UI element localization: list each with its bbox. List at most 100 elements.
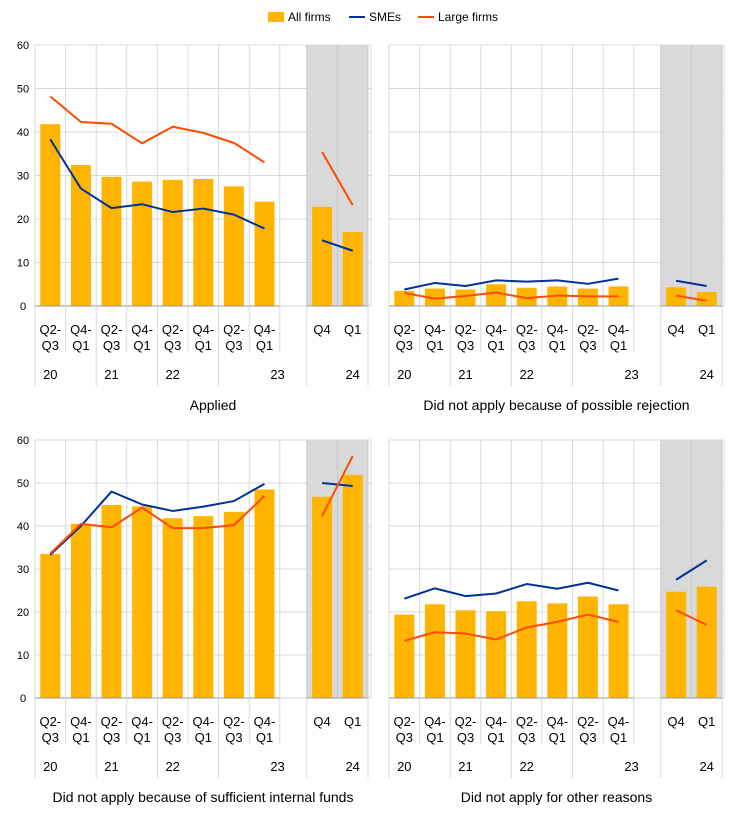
x-tick-label: Q3 — [103, 338, 120, 353]
x-year-label: 23 — [270, 759, 284, 774]
chart-panels: 0102030405060Q2-Q3Q4-Q1Q2-Q3Q4-Q1Q2-Q3Q4… — [17, 40, 725, 805]
x-tick-label: Q1 — [549, 730, 566, 745]
line-smes — [403, 581, 619, 600]
legend-label-0: All firms — [288, 10, 331, 24]
bar-all-firms — [223, 511, 244, 698]
x-tick-label: Q1 — [549, 338, 566, 353]
panel-title: Did not apply because of possible reject… — [423, 397, 689, 413]
y-tick-label: 40 — [17, 521, 29, 533]
x-tick-label: Q3 — [164, 338, 181, 353]
panel-4: Q2-Q3Q4-Q1Q2-Q3Q4-Q1Q2-Q3Q4-Q1Q2-Q3Q4-Q1… — [388, 439, 725, 805]
legend-label-1: SMEs — [369, 10, 401, 24]
bar-all-firms — [132, 506, 153, 698]
x-tick-label: Q4- — [485, 714, 507, 729]
x-tick-label: Q2- — [577, 322, 599, 337]
bar-all-firms-recent — [666, 591, 687, 698]
x-tick-label-recent: Q4 — [313, 714, 330, 729]
line-smes — [49, 138, 265, 230]
x-tick-label-recent: Q1 — [698, 714, 715, 729]
x-year-label: 23 — [270, 367, 284, 382]
x-tick-label: Q2- — [162, 322, 184, 337]
x-year-label: 22 — [519, 367, 533, 382]
x-tick-label: Q2- — [223, 714, 245, 729]
x-tick-label: Q3 — [457, 730, 474, 745]
x-year-label-recent: 24 — [345, 367, 359, 382]
x-tick-label: Q2- — [393, 714, 415, 729]
panel-title: Did not apply because of sufficient inte… — [53, 789, 354, 805]
x-tick-label: Q1 — [487, 338, 504, 353]
y-tick-label: 40 — [17, 127, 29, 139]
x-year-label: 21 — [104, 759, 118, 774]
y-tick-label: 0 — [20, 693, 26, 705]
x-tick-label: Q2- — [39, 322, 61, 337]
x-tick-label: Q4- — [608, 714, 630, 729]
bar-all-firms — [70, 165, 91, 306]
x-tick-label: Q4- — [254, 322, 276, 337]
x-tick-label: Q3 — [579, 730, 596, 745]
bar-all-firms — [424, 604, 445, 698]
x-tick-label: Q3 — [225, 338, 242, 353]
x-year-label: 21 — [458, 367, 472, 382]
bar-all-firms-recent — [312, 206, 333, 306]
line-smes-recent — [321, 239, 354, 252]
bar-all-firms — [516, 601, 537, 698]
x-tick-label: Q3 — [396, 730, 413, 745]
x-tick-label: Q4- — [608, 322, 630, 337]
legend: All firms SMEs Large firms — [268, 10, 498, 24]
x-tick-label: Q2- — [393, 322, 415, 337]
line-large-firms-recent — [675, 294, 707, 302]
x-tick-label: Q3 — [103, 730, 120, 745]
x-tick-label: Q2- — [101, 322, 123, 337]
x-tick-label: Q2- — [455, 714, 477, 729]
y-tick-label: 10 — [17, 650, 29, 662]
x-year-label: 21 — [458, 759, 472, 774]
bar-all-firms — [101, 176, 122, 306]
x-tick-label: Q2- — [516, 322, 538, 337]
x-year-label: 22 — [165, 367, 179, 382]
bar-all-firms — [254, 489, 275, 698]
x-tick-label: Q2- — [162, 714, 184, 729]
x-tick-label: Q2- — [516, 714, 538, 729]
y-tick-label: 10 — [17, 258, 29, 270]
x-tick-label: Q1 — [72, 730, 89, 745]
x-tick-label: Q2- — [455, 322, 477, 337]
bar-all-firms — [455, 289, 476, 306]
bar-all-firms-recent — [342, 232, 363, 306]
bar-all-firms — [486, 611, 507, 698]
y-tick-label: 50 — [17, 478, 29, 490]
x-tick-label: Q1 — [256, 338, 273, 353]
x-tick-label: Q1 — [195, 730, 212, 745]
x-tick-label: Q1 — [72, 338, 89, 353]
legend-label-2: Large firms — [438, 10, 498, 24]
x-tick-label: Q4- — [546, 714, 568, 729]
bar-all-firms — [132, 181, 153, 306]
panel-title: Applied — [190, 397, 237, 413]
y-tick-label: 0 — [20, 301, 26, 313]
x-year-label: 20 — [43, 759, 57, 774]
bar-all-firms — [486, 284, 507, 306]
legend-swatch-0 — [268, 12, 284, 22]
panel-2: Q2-Q3Q4-Q1Q2-Q3Q4-Q1Q2-Q3Q4-Q1Q2-Q3Q4-Q1… — [388, 44, 725, 413]
panel-3: 0102030405060Q2-Q3Q4-Q1Q2-Q3Q4-Q1Q2-Q3Q4… — [17, 435, 372, 805]
x-tick-label: Q4- — [424, 322, 446, 337]
bar-all-firms — [40, 124, 61, 306]
line-large-firms-recent — [675, 609, 708, 626]
x-year-label-recent: 24 — [699, 759, 713, 774]
bar-all-firms — [162, 179, 183, 306]
line-large-firms-recent — [321, 455, 354, 517]
line-large-firms — [49, 95, 266, 164]
x-tick-label: Q3 — [579, 338, 596, 353]
panel-title: Did not apply for other reasons — [461, 789, 652, 805]
x-tick-label: Q3 — [457, 338, 474, 353]
bar-all-firms — [547, 603, 568, 698]
bar-all-firms — [223, 186, 244, 306]
bar-all-firms — [193, 178, 214, 306]
bar-all-firms — [40, 553, 61, 698]
bar-all-firms-recent — [696, 586, 717, 698]
x-year-label: 20 — [397, 759, 411, 774]
x-tick-label: Q1 — [195, 338, 212, 353]
x-tick-label: Q4- — [546, 322, 568, 337]
x-tick-label: Q1 — [610, 730, 627, 745]
x-tick-label: Q4- — [424, 714, 446, 729]
